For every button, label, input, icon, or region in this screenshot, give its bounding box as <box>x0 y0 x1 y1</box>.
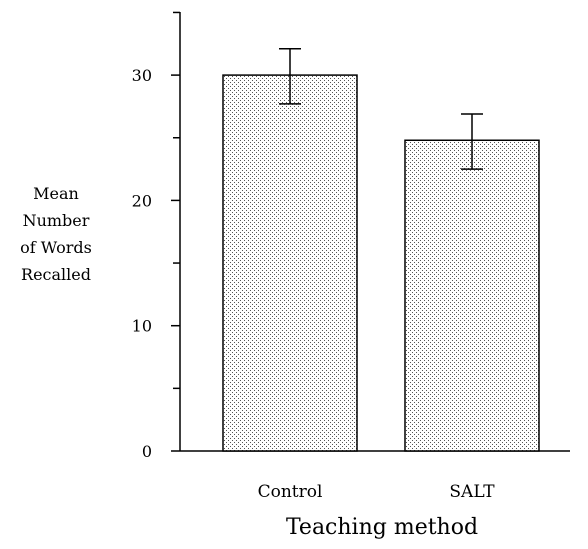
y-tick-label: 30 <box>132 66 152 85</box>
y-axis-title-line: Number <box>23 211 90 230</box>
y-axis-title-line: Recalled <box>21 265 91 284</box>
y-tick-label: 10 <box>132 317 152 336</box>
x-tick-label: Control <box>258 482 323 502</box>
y-axis-title-line: of Words <box>20 238 92 257</box>
bar-control <box>222 74 358 452</box>
y-axis: 0 10 20 30 <box>132 11 181 461</box>
y-tick-label: 20 <box>132 191 152 210</box>
x-axis-title: Teaching method <box>286 515 478 540</box>
error-bar <box>279 48 301 105</box>
bar-salt <box>404 139 540 452</box>
y-axis-title-line: Mean <box>33 184 79 203</box>
y-axis-title: Mean Number of Words Recalled <box>20 184 92 284</box>
x-tick-label: SALT <box>449 482 495 502</box>
error-bar <box>461 113 483 170</box>
y-tick-label: 0 <box>142 442 152 461</box>
